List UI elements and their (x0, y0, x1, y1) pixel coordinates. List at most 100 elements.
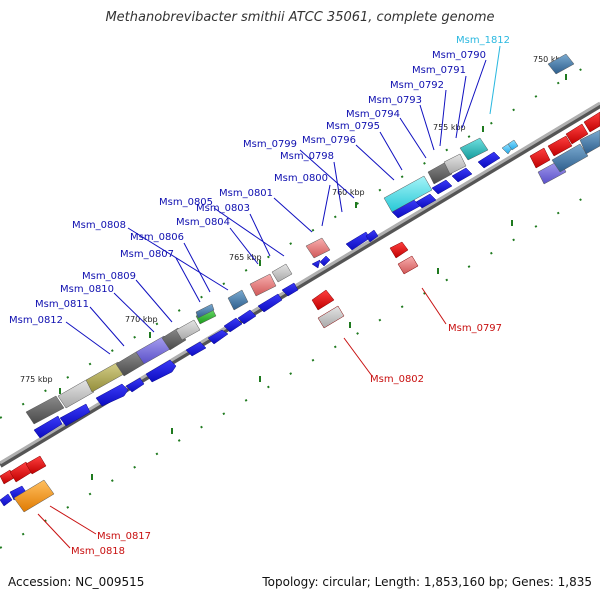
gene-label: Msm_0808 (72, 220, 126, 231)
ruler: 750 kbp 755 kbp 760 kbp 765 kbp 770 kbp … (0, 55, 600, 549)
tick-label-775: 775 kbp (20, 375, 53, 384)
gene-label: Msm_0797 (448, 323, 502, 334)
gene-arrow (431, 179, 453, 195)
gene-arrow (207, 329, 229, 345)
gene-label: Msm_0791 (412, 65, 466, 76)
gene-arrow-small (311, 259, 321, 269)
callout-line-0796 (355, 144, 395, 181)
gene-label: Msm_0790 (432, 50, 486, 61)
ruler-minor-ticks (59, 74, 567, 480)
gene-label: Msm_0805 (159, 197, 213, 208)
gene-arrow (415, 193, 437, 209)
ruler-dots-upper (0, 57, 600, 419)
lower-gene-labels[interactable]: Msm_0797 Msm_0802 Msm_0817 Msm_0818 (71, 323, 502, 557)
callout-line-0801 (273, 197, 313, 233)
gene-arrow (365, 229, 379, 243)
gene-label: Msm_0793 (368, 95, 422, 106)
gene-block-dark (25, 395, 65, 425)
gene-arrow (125, 377, 145, 393)
gene-arrow (0, 493, 13, 507)
reverse-genes[interactable] (0, 111, 600, 485)
gene-label: Msm_0801 (219, 188, 273, 199)
callout-line-0795 (379, 131, 403, 171)
callout-line-0808 (127, 227, 229, 291)
gene-label: Msm_0812 (9, 315, 63, 326)
callout-line-0806 (183, 242, 211, 293)
gene-block-cyan (383, 175, 433, 213)
gene-block-steel (547, 53, 575, 75)
callout-line-0791 (455, 75, 467, 139)
gene-arrow (185, 341, 207, 357)
gene-arrow-red (25, 455, 47, 475)
callout-line-0812 (65, 321, 111, 355)
gene-block-grey (317, 305, 345, 329)
gene-arrow (59, 403, 91, 427)
callout-line-0793 (419, 104, 435, 151)
gene-label: Msm_0796 (302, 135, 356, 146)
callout-line-0797 (421, 287, 447, 325)
callout-line-0790 (461, 59, 487, 129)
gene-arrow (33, 415, 63, 439)
gene-label: Msm_0800 (274, 173, 328, 184)
gene-arrow (257, 293, 283, 313)
gene-label: Msm_0794 (346, 109, 400, 120)
callout-line-0804 (229, 227, 259, 265)
gene-label: Msm_0818 (71, 546, 125, 557)
tick-label-755: 755 kbp (433, 123, 466, 132)
gene-label: Msm_0803 (196, 203, 250, 214)
gene-arrow-red (529, 147, 551, 169)
gene-label: Msm_0811 (35, 299, 89, 310)
callout-line-0798 (333, 161, 343, 213)
callout-line-0799 (299, 149, 355, 199)
gene-arrow-red (311, 289, 335, 311)
gene-arrow (223, 317, 243, 333)
callout-line-0803 (249, 213, 271, 257)
colored-genes[interactable] (13, 53, 600, 513)
callout-line-0802 (343, 337, 373, 377)
gene-arrow (237, 309, 257, 325)
gene-label: Msm_0802 (370, 374, 424, 385)
tick-label-765: 765 kbp (229, 253, 262, 262)
gene-arrow-red (547, 135, 573, 157)
gene-arrow (95, 383, 129, 407)
gene-block-grey (443, 153, 467, 175)
callout-line-0810 (113, 292, 155, 333)
gene-block-steel (195, 303, 215, 319)
gene-label: Msm_0798 (280, 151, 334, 162)
callout-line-0818 (37, 513, 71, 549)
gene-label: Msm_0810 (60, 284, 114, 295)
callout-line-0807 (175, 257, 201, 303)
accession-text: Accession: NC_009515 (8, 575, 145, 589)
gene-label: Msm_0807 (120, 249, 174, 260)
callout-line-0792 (439, 89, 447, 147)
gene-block-grey (271, 263, 293, 283)
upper-gene-labels[interactable]: Msm_1812 Msm_0790 Msm_0791 Msm_0792 Msm_… (9, 35, 510, 326)
gene-block-pink (249, 273, 277, 297)
callout-line-0811 (89, 306, 125, 347)
gene-label: Msm_0795 (326, 121, 380, 132)
tick-label-750: 750 kbp (533, 55, 566, 64)
gene-block-dark (427, 161, 453, 185)
gene-block-grey (57, 379, 95, 409)
gene-arrow (145, 359, 177, 383)
gene-block-orange (13, 479, 55, 513)
gene-arrow (477, 151, 501, 169)
gene-arrow (319, 255, 331, 267)
gene-block-pink (305, 237, 331, 259)
gene-arrow (281, 282, 299, 297)
gene-label: Msm_0792 (390, 80, 444, 91)
gene-block-steel (227, 289, 249, 311)
ruler-dots-lower (0, 187, 600, 549)
callout-line-0805 (213, 207, 285, 257)
gene-block-grey (175, 319, 201, 341)
backbone-shadow (0, 102, 600, 468)
callout-line-0817 (49, 505, 97, 535)
genome-stats-text: Topology: circular; Length: 1,853,160 bp… (262, 575, 592, 589)
gene-label: Msm_0799 (243, 139, 297, 150)
callout-line-1812 (489, 45, 501, 115)
gene-block-steel (551, 143, 589, 173)
gene-arrow-red (389, 241, 409, 259)
gene-block-pink (397, 255, 419, 275)
callout-line-0809 (135, 279, 173, 323)
